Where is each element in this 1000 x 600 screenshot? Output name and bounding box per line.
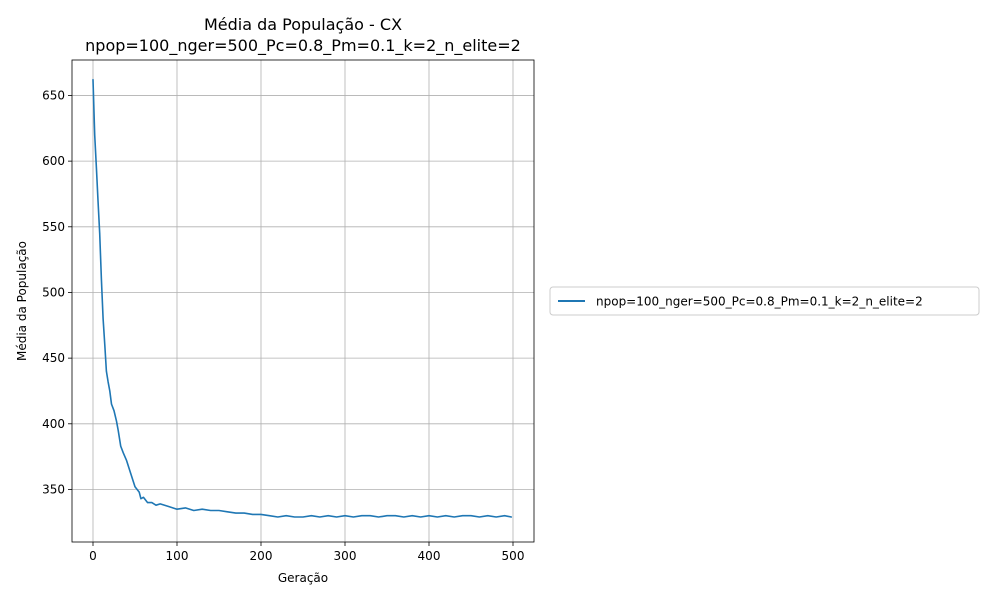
legend-box xyxy=(549,286,980,316)
y-tick-label: 350 xyxy=(42,482,65,496)
y-tick-label: 450 xyxy=(42,351,65,365)
x-tick-label: 100 xyxy=(166,549,189,563)
legend: npop=100_nger=500_Pc=0.8_Pm=0.1_k=2_n_el… xyxy=(549,286,980,316)
y-tick-label: 500 xyxy=(42,285,65,299)
x-tick-label: 300 xyxy=(334,549,357,563)
axis-ticks: 0 100 200 300 400 500 350 400 450 500 550 600 650 xyxy=(42,88,524,563)
y-tick-label: 600 xyxy=(42,154,65,168)
x-tick-label: 500 xyxy=(502,549,525,563)
x-tick-label: 400 xyxy=(418,549,441,563)
chart-subtitle: npop=100_nger=500_Pc=0.8_Pm=0.1_k=2_n_el… xyxy=(85,36,521,56)
y-axis-label: Média da População xyxy=(15,241,29,361)
series-line xyxy=(92,78,513,518)
x-tick-label: 0 xyxy=(89,549,97,563)
grid-lines xyxy=(72,60,534,542)
series-layer xyxy=(92,78,513,518)
y-tick-label: 550 xyxy=(42,220,65,234)
x-tick-label: 200 xyxy=(250,549,273,563)
legend-entry-label: npop=100_nger=500_Pc=0.8_Pm=0.1_k=2_n_el… xyxy=(596,295,923,309)
x-axis-label: Geração xyxy=(278,571,328,585)
y-tick-label: 650 xyxy=(42,88,65,102)
y-tick-label: 400 xyxy=(42,417,65,431)
chart-title: Média da População - CX xyxy=(204,15,402,34)
plot-frame xyxy=(71,59,535,543)
